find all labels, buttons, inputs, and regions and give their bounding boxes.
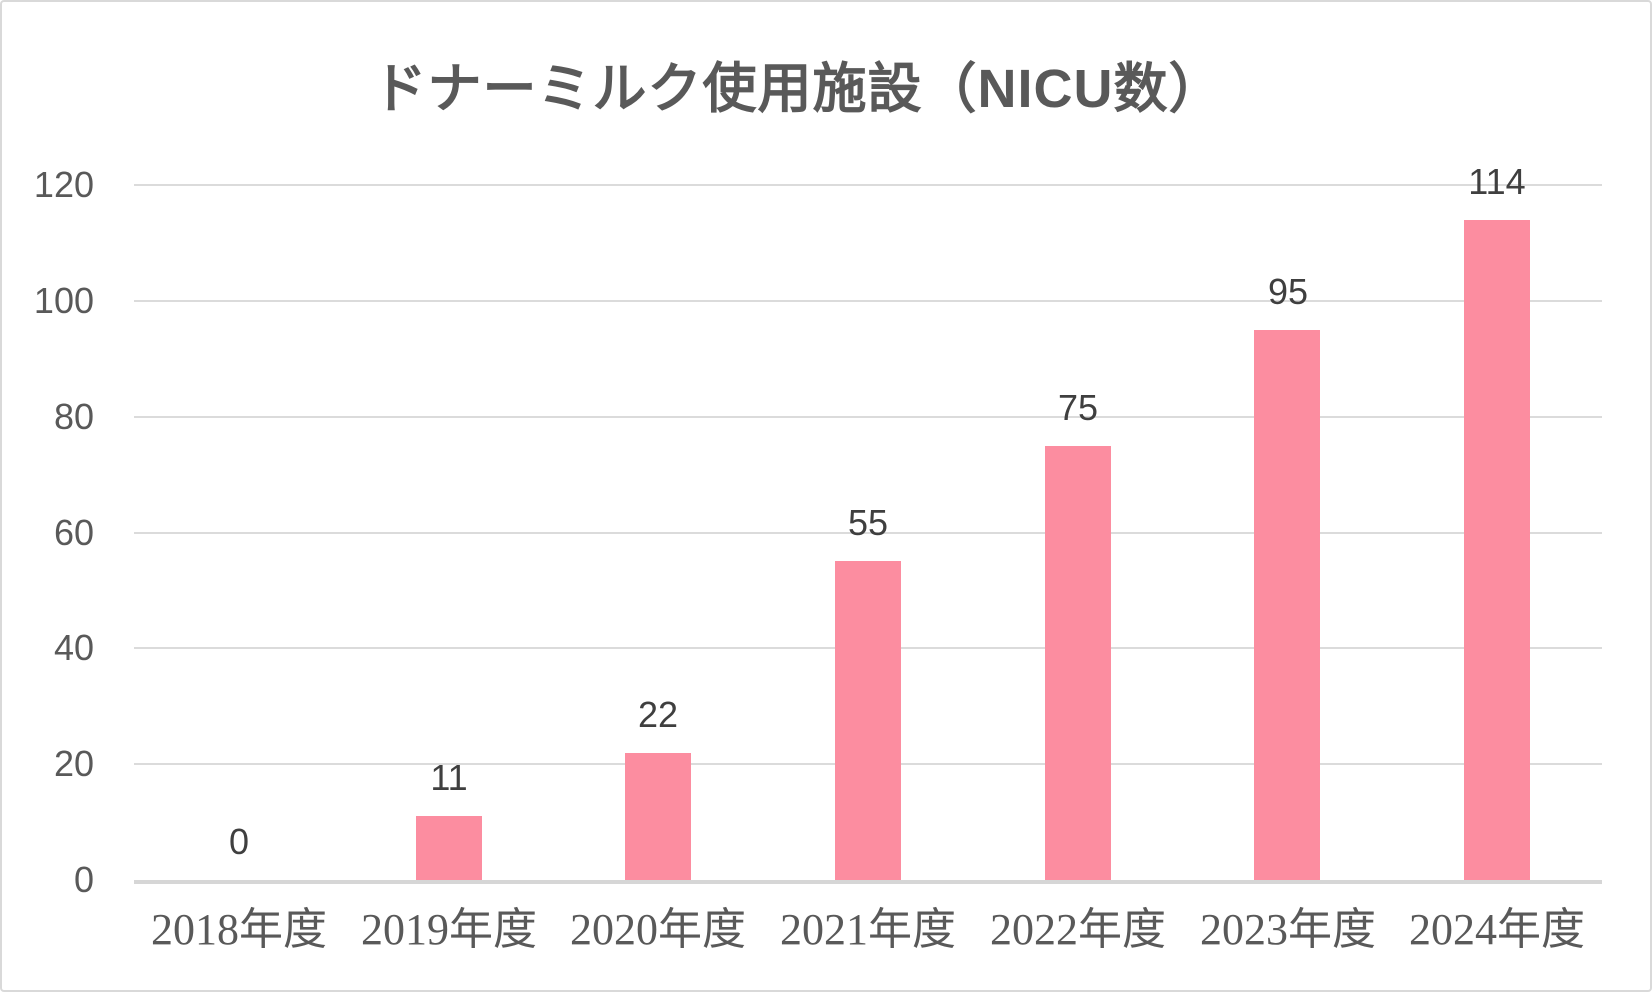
bar-value-label: 11	[430, 757, 468, 798]
bar	[1045, 446, 1111, 880]
x-axis-category-label: 2021年度	[780, 905, 956, 954]
y-axis-tick-label: 40	[53, 627, 94, 669]
y-axis-tick-label: 100	[33, 279, 94, 321]
x-axis-category-label: 2020年度	[570, 905, 746, 954]
bar	[1254, 330, 1320, 880]
x-axis-category-label: 2018年度	[151, 905, 327, 954]
y-axis-tick-label: 60	[53, 511, 94, 553]
bar-value-label: 0	[228, 821, 250, 862]
bar	[1464, 220, 1530, 880]
x-axis-line	[134, 880, 1602, 884]
y-axis-tick-label: 20	[53, 743, 94, 785]
x-axis-category-label: 2023年度	[1200, 905, 1376, 954]
bar-value-label: 75	[1057, 387, 1099, 428]
bar	[416, 816, 482, 880]
y-axis-tick-label: 80	[53, 395, 94, 437]
chart-title: ドナーミルク使用施設（NICU数）	[372, 59, 1224, 119]
y-axis-tick-label: 0	[73, 859, 94, 900]
x-axis-category-label: 2022年度	[990, 905, 1166, 954]
gridline	[134, 415, 1602, 418]
y-axis-tick-label: 120	[33, 164, 94, 205]
bar-value-label: 55	[847, 502, 889, 543]
x-axis-category-label: 2019年度	[361, 905, 537, 954]
gridline	[134, 299, 1602, 302]
x-axis-category-label: 2024年度	[1409, 905, 1585, 954]
bar-value-label: 95	[1267, 271, 1309, 312]
bar	[625, 753, 691, 880]
bar	[835, 561, 901, 880]
gridline	[134, 531, 1602, 534]
bar-value-label: 22	[637, 694, 679, 735]
bar-value-label: 114	[1468, 161, 1526, 202]
gridline	[134, 184, 1602, 186]
